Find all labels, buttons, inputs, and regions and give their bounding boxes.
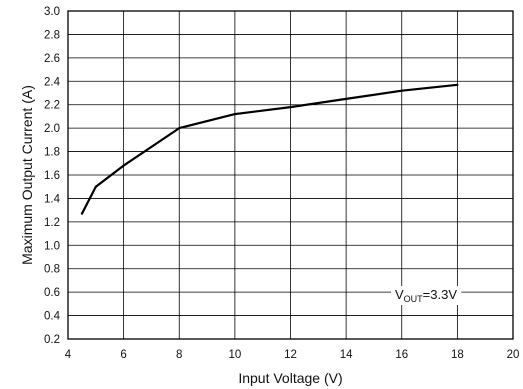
x-tick-label: 20 <box>507 349 520 361</box>
annotation-background <box>391 286 462 305</box>
y-tick-label: 2.2 <box>44 100 60 112</box>
data-point <box>289 105 292 109</box>
data-point <box>80 212 84 215</box>
y-tick-label: 1.8 <box>44 147 60 159</box>
y-tick-label: 0.8 <box>44 264 60 276</box>
data-point <box>94 185 97 188</box>
y-tick-label: 2.4 <box>44 76 61 88</box>
y-tick-label: 0.6 <box>44 287 60 299</box>
vout-annotation: VOUT=3.3V <box>395 287 457 304</box>
y-tick-label: 1.4 <box>44 193 61 205</box>
y-tick-label: 3.0 <box>44 6 60 18</box>
series-group <box>80 83 459 215</box>
y-tick-labels: 0.2 0.4 0.6 0.8 1.0 1.2 1.4 1.6 1.8 2.0 2.2 2.4 2.6 2… <box>44 6 61 346</box>
y-tick-label: 0.4 <box>44 311 61 323</box>
vout-prefix: V <box>395 287 404 302</box>
vout-suffix: =3.3V <box>423 287 458 302</box>
y-axis-label: Maximum Output Current (A) <box>19 85 35 265</box>
data-point <box>122 164 125 167</box>
x-tick-label: 18 <box>451 349 464 361</box>
data-point <box>233 112 236 116</box>
y-tick-label: 1.6 <box>44 170 60 182</box>
plot-frame <box>67 10 514 340</box>
y-tick-label: 0.2 <box>44 334 60 346</box>
y-tick-label: 1.2 <box>44 217 60 229</box>
y-tick-label: 2.8 <box>44 29 60 41</box>
data-point <box>400 89 403 92</box>
data-point <box>456 83 459 86</box>
y-tick-label: 1.0 <box>44 240 60 252</box>
y-tick-label: 2.6 <box>44 53 60 65</box>
data-point <box>178 127 181 130</box>
x-tick-label: 16 <box>395 349 408 361</box>
x-tick-label: 14 <box>340 349 353 361</box>
x-tick-label: 10 <box>228 349 241 361</box>
y-tick-label: 2.0 <box>44 123 60 135</box>
x-tick-label: 4 <box>65 349 72 361</box>
x-tick-labels: 4 6 8 10 12 14 16 18 20 <box>65 349 520 361</box>
data-point <box>345 97 348 100</box>
x-tick-label: 12 <box>284 349 297 361</box>
x-axis-label: Input Voltage (V) <box>238 370 342 386</box>
vout-subscript: OUT <box>404 294 424 304</box>
x-tick-label: 6 <box>120 349 126 361</box>
x-tick-label: 8 <box>176 349 182 361</box>
